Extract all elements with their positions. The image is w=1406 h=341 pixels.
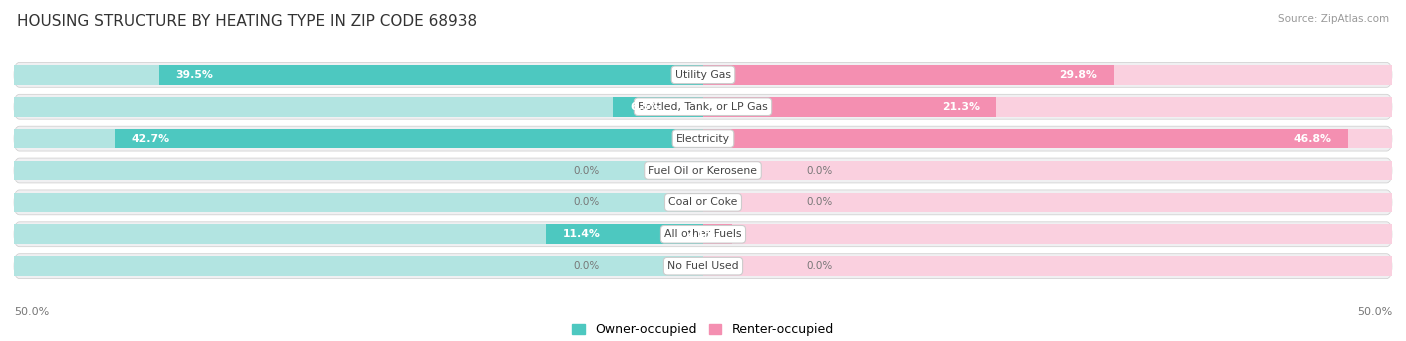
Text: 0.0%: 0.0% <box>807 165 832 176</box>
Bar <box>703 129 1348 148</box>
Text: Coal or Coke: Coal or Coke <box>668 197 738 207</box>
FancyBboxPatch shape <box>14 222 1392 247</box>
Text: 0.0%: 0.0% <box>807 197 832 207</box>
Text: 50.0%: 50.0% <box>1357 307 1392 317</box>
Bar <box>613 97 703 117</box>
Text: 6.5%: 6.5% <box>630 102 661 112</box>
Bar <box>14 97 703 117</box>
Bar <box>14 65 703 85</box>
Bar <box>703 161 1392 180</box>
Text: 50.0%: 50.0% <box>14 307 49 317</box>
Bar <box>703 256 1392 276</box>
Text: Source: ZipAtlas.com: Source: ZipAtlas.com <box>1278 14 1389 24</box>
Legend: Owner-occupied, Renter-occupied: Owner-occupied, Renter-occupied <box>568 318 838 341</box>
Bar <box>14 256 703 276</box>
FancyBboxPatch shape <box>14 190 1392 215</box>
Text: 0.0%: 0.0% <box>574 261 599 271</box>
Text: 11.4%: 11.4% <box>562 229 600 239</box>
Text: 21.3%: 21.3% <box>942 102 980 112</box>
Bar <box>703 193 1392 212</box>
Text: 46.8%: 46.8% <box>1294 134 1331 144</box>
Bar <box>703 224 1392 244</box>
Bar <box>14 161 703 180</box>
FancyBboxPatch shape <box>14 158 1392 183</box>
Text: 2.1%: 2.1% <box>685 229 716 239</box>
Bar <box>14 193 703 212</box>
FancyBboxPatch shape <box>14 126 1392 151</box>
Bar <box>703 65 1392 85</box>
Bar <box>14 224 703 244</box>
Text: 39.5%: 39.5% <box>176 70 214 80</box>
Text: Bottled, Tank, or LP Gas: Bottled, Tank, or LP Gas <box>638 102 768 112</box>
FancyBboxPatch shape <box>14 254 1392 279</box>
Text: No Fuel Used: No Fuel Used <box>668 261 738 271</box>
Text: 0.0%: 0.0% <box>807 261 832 271</box>
Text: Utility Gas: Utility Gas <box>675 70 731 80</box>
Bar <box>159 65 703 85</box>
Bar <box>703 97 1392 117</box>
FancyBboxPatch shape <box>14 94 1392 119</box>
Text: 0.0%: 0.0% <box>574 165 599 176</box>
Bar <box>703 224 733 244</box>
Bar <box>703 65 1114 85</box>
Bar <box>115 129 703 148</box>
FancyBboxPatch shape <box>14 62 1392 87</box>
Bar <box>703 129 1392 148</box>
Text: HOUSING STRUCTURE BY HEATING TYPE IN ZIP CODE 68938: HOUSING STRUCTURE BY HEATING TYPE IN ZIP… <box>17 14 477 29</box>
Text: Fuel Oil or Kerosene: Fuel Oil or Kerosene <box>648 165 758 176</box>
Bar <box>703 97 997 117</box>
Text: All other Fuels: All other Fuels <box>664 229 742 239</box>
Text: 0.0%: 0.0% <box>574 197 599 207</box>
Text: 29.8%: 29.8% <box>1059 70 1097 80</box>
Bar <box>546 224 703 244</box>
Text: 42.7%: 42.7% <box>131 134 169 144</box>
Bar <box>14 129 703 148</box>
Text: Electricity: Electricity <box>676 134 730 144</box>
